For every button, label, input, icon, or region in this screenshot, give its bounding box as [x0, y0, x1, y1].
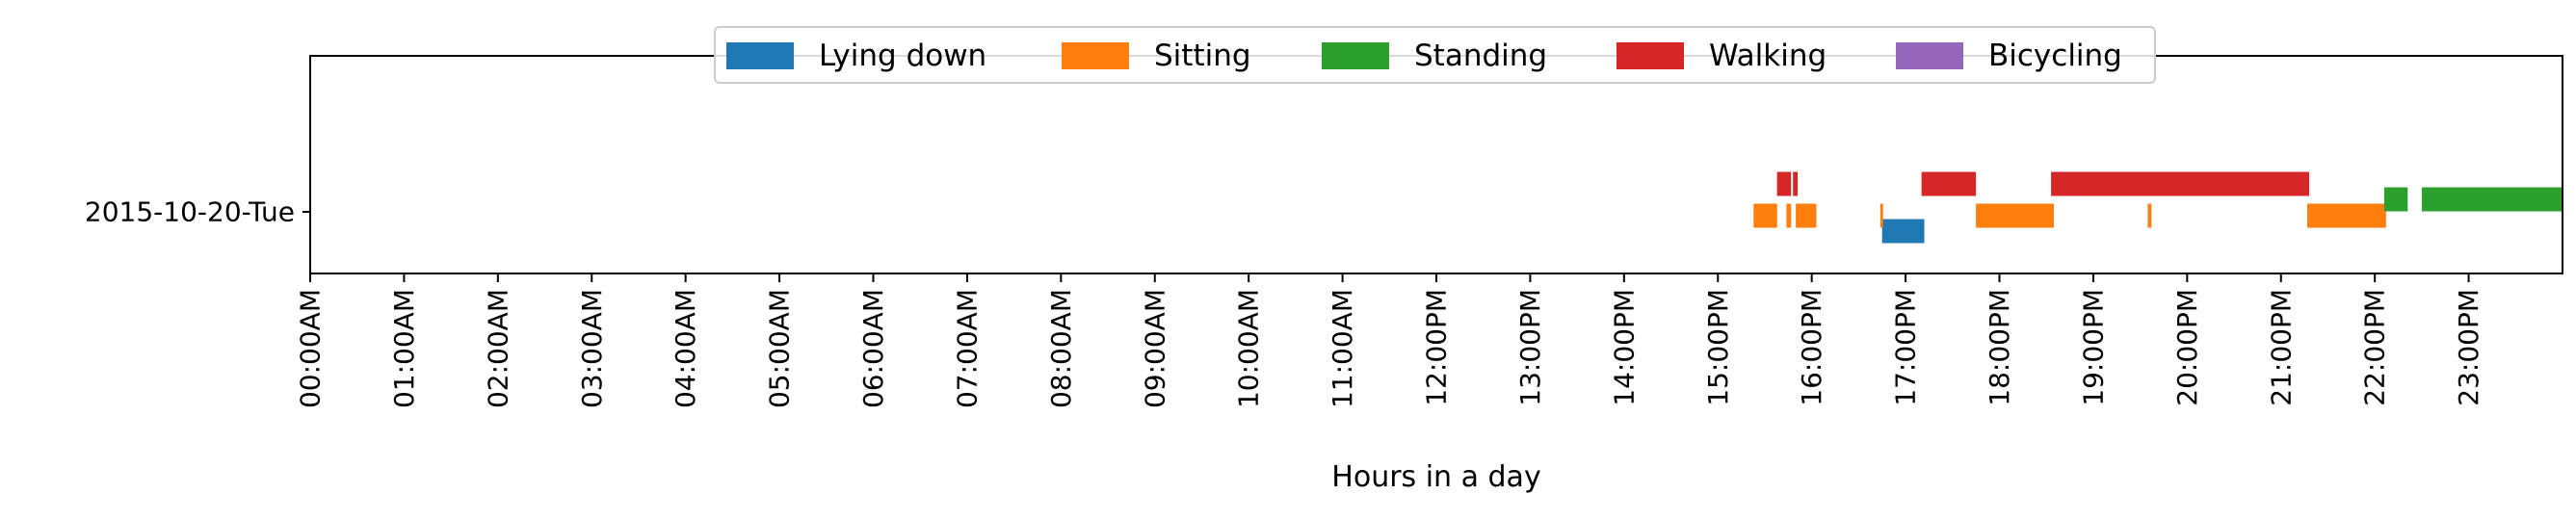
timeline-bar-standing	[2421, 187, 2563, 212]
timeline-bar-sitting	[1879, 203, 1883, 228]
legend-swatch	[1062, 42, 1129, 69]
x-tick-label: 23:00PM	[2453, 289, 2484, 406]
legend-swatch	[726, 42, 794, 69]
timeline-bar-sitting	[1753, 203, 1777, 228]
timeline-bar-walking	[1793, 171, 1799, 196]
x-axis-title: Hours in a day	[1331, 460, 1540, 494]
x-tick-label: 06:00AM	[857, 289, 889, 408]
x-tick-label: 15:00PM	[1702, 289, 1734, 406]
x-tick-label: 03:00AM	[576, 289, 608, 408]
legend-swatch	[1896, 42, 1963, 69]
x-tick-label: 20:00PM	[2171, 289, 2203, 406]
timeline-bar-sitting	[1976, 203, 2054, 228]
x-tick-label: 22:00PM	[2359, 289, 2391, 406]
y-tick-label: 2015-10-20-Tue	[85, 196, 295, 228]
legend-label: Walking	[1709, 39, 1827, 73]
x-tick-label: 16:00PM	[1796, 289, 1827, 406]
legend-label: Sitting	[1154, 39, 1251, 73]
x-tick-label: 11:00AM	[1327, 289, 1358, 408]
x-axis: 00:00AM 01:00AM 02:00AM 03:00AM 04:00AM 05:00…	[295, 273, 2484, 408]
x-tick-label: 04:00AM	[670, 289, 701, 408]
timeline-bar-sitting	[2147, 203, 2152, 228]
legend-swatch	[1617, 42, 1684, 69]
timeline-bar-sitting	[2307, 203, 2386, 228]
legend-label: Standing	[1414, 39, 1547, 73]
x-tick-label: 07:00AM	[951, 289, 983, 408]
x-tick-label: 12:00PM	[1421, 289, 1453, 406]
timeline-bar-walking	[1921, 171, 1977, 196]
x-tick-label: 05:00AM	[764, 289, 796, 408]
x-tick-label: 10:00AM	[1233, 289, 1265, 408]
timeline-bar-sitting	[1786, 203, 1792, 228]
legend-swatch	[1322, 42, 1389, 69]
x-tick-label: 21:00PM	[2265, 289, 2297, 406]
timeline-bar-walking	[2051, 171, 2309, 196]
x-tick-label: 01:00AM	[388, 289, 420, 408]
x-tick-label: 02:00AM	[482, 289, 513, 408]
timeline-bar-standing	[2383, 187, 2408, 212]
bars-layer	[1753, 171, 2563, 244]
x-tick-label: 08:00AM	[1045, 289, 1077, 408]
x-tick-label: 18:00PM	[1984, 289, 2015, 406]
timeline-bar-walking	[1776, 171, 1792, 196]
x-tick-label: 00:00AM	[295, 289, 327, 408]
plot-frame	[309, 55, 2563, 274]
x-tick-label: 13:00PM	[1514, 289, 1546, 406]
y-axis: 2015-10-20-Tue	[85, 196, 310, 228]
x-tick-label: 17:00PM	[1890, 289, 1922, 406]
x-tick-label: 14:00PM	[1608, 289, 1640, 406]
x-tick-label: 09:00AM	[1139, 289, 1170, 408]
x-tick-label: 19:00PM	[2077, 289, 2109, 406]
legend-label: Bicycling	[1988, 39, 2122, 73]
timeline-bar-lying-down	[1881, 219, 1925, 244]
legend-label: Lying down	[819, 39, 986, 73]
timeline-bar-sitting	[1796, 203, 1817, 228]
legend: Lying down Sitting Standing Walking Bicyclin…	[714, 26, 2156, 84]
